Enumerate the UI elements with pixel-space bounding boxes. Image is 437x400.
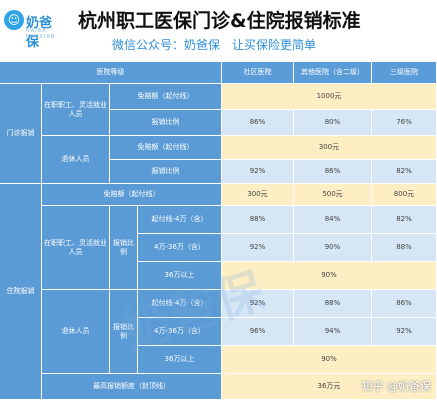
inpatient-employed-r1-other: 84%: [294, 206, 372, 234]
baby-icon: ☺: [4, 10, 24, 30]
outpatient-retired-deductible: 300元: [222, 136, 437, 160]
inpatient-employed-above: 90%: [222, 262, 437, 290]
inpatient-employed-r1-community: 88%: [222, 206, 294, 234]
brand-logo: ☺ 奶爸保 NAIBA BAOXIAN: [4, 6, 64, 50]
zhihu-credit: 知乎 @奶爸保: [361, 380, 432, 393]
inpatient-retired-ratio-label: 报销比例: [110, 290, 138, 374]
inpatient-retired-range-1: 起付线-4万（含）: [138, 290, 222, 318]
inpatient-max-value: 36万元: [222, 374, 437, 400]
brand-tagline: NAIBA BAOXIAN: [26, 28, 56, 40]
inpatient-employed-r2-level3: 88%: [372, 234, 437, 262]
inpatient-max-label: 最高报销额度（封顶线）: [42, 374, 222, 400]
page-subtitle: 微信公众号：奶爸保 让买保险更简单: [112, 38, 317, 52]
inpatient-employed-r2-community: 92%: [222, 234, 294, 262]
inpatient-employed-r2-other: 90%: [294, 234, 372, 262]
inpatient-employed-range-3: 36万以上: [138, 262, 222, 290]
header-other: 其他医院（含二级）: [294, 62, 372, 84]
brand-name: 奶爸保: [26, 16, 53, 50]
outpatient-employed-ratio-other: 80%: [294, 110, 372, 136]
inpatient-employed-r1-level3: 82%: [372, 206, 437, 234]
outpatient-employed-ratio-level3: 76%: [372, 110, 437, 136]
header-level3: 三级医院: [372, 62, 437, 84]
outpatient-section: 门诊报销: [0, 84, 42, 184]
inpatient-retired-range-3: 36万以上: [138, 346, 222, 374]
header-community: 社区医院: [222, 62, 294, 84]
inpatient-section: 住院报销: [0, 184, 42, 400]
header-tier: 医院等级: [0, 62, 222, 84]
inpatient-employed-ratio-label: 报销比例: [110, 206, 138, 290]
outpatient-employed: 在职职工、灵活就业人员: [42, 84, 110, 136]
inpatient-retired: 退休人员: [42, 290, 110, 374]
outpatient-retired-ratio-level3: 82%: [372, 160, 437, 184]
inpatient-employed: 在职职工、灵活就业人员: [42, 206, 110, 290]
outpatient-retired-ratio-other: 86%: [294, 160, 372, 184]
inpatient-retired-r2-community: 96%: [222, 318, 294, 346]
page-title: 杭州职工医保门诊&住院报销标准: [78, 10, 361, 32]
reimbursement-table: 医院等级 社区医院 其他医院（含二级） 三级医院 门诊报销 在职职工、灵活就业人…: [0, 62, 437, 400]
inpatient-retired-r1-community: 92%: [222, 290, 294, 318]
outpatient-retired-ratio-label: 报销比例: [110, 160, 222, 184]
inpatient-employed-range-2: 4万-36万（含）: [138, 234, 222, 262]
inpatient-deductible-other: 500元: [294, 184, 372, 206]
inpatient-retired-r2-level3: 92%: [372, 318, 437, 346]
inpatient-retired-r2-other: 94%: [294, 318, 372, 346]
inpatient-retired-r1-other: 88%: [294, 290, 372, 318]
outpatient-employed-ratio-label: 报销比例: [110, 110, 222, 136]
outpatient-employed-ratio-community: 86%: [222, 110, 294, 136]
header: ☺ 奶爸保 NAIBA BAOXIAN 杭州职工医保门诊&住院报销标准 微信公众…: [0, 0, 437, 62]
outpatient-employed-deductible: 1000元: [222, 84, 437, 110]
inpatient-retired-r1-level3: 86%: [372, 290, 437, 318]
inpatient-deductible-level3: 800元: [372, 184, 437, 206]
inpatient-employed-range-1: 起付线-4万（含）: [138, 206, 222, 234]
outpatient-retired-ratio-community: 92%: [222, 160, 294, 184]
outpatient-retired: 退休人员: [42, 136, 110, 184]
outpatient-employed-deductible-label: 免赔额（起付线）: [110, 84, 222, 110]
inpatient-deductible-label: 免赔额（起付线）: [42, 184, 222, 206]
outpatient-retired-deductible-label: 免赔额（起付线）: [110, 136, 222, 160]
inpatient-retired-above: 90%: [222, 346, 437, 374]
inpatient-deductible-community: 300元: [222, 184, 294, 206]
inpatient-retired-range-2: 4万-36万（含）: [138, 318, 222, 346]
